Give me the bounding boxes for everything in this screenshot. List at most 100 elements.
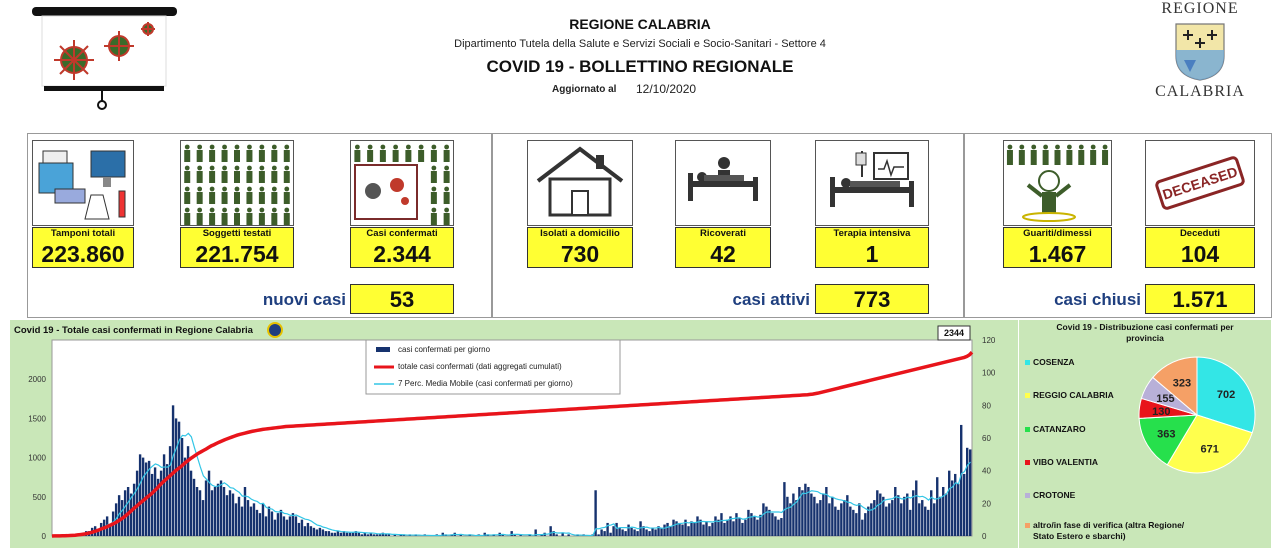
daily-bar [897,495,900,536]
lab-equipment-icon [38,150,126,220]
person-icon [367,150,374,162]
pie-data-label: 323 [1173,377,1191,389]
virus-projector-icon [32,7,177,110]
person-icon [443,213,450,225]
person-icon [430,150,437,162]
daily-bar [798,487,801,536]
person-icon [259,165,265,171]
daily-bar [177,421,181,536]
nuovi-casi-label: nuovi casi [262,290,346,309]
daily-bar [786,496,789,536]
person-icon [184,192,191,204]
daily-bar [705,521,708,536]
daily-bar [933,503,936,536]
region-title: REGIONE CALABRIA [569,16,711,32]
person-icon [444,186,450,192]
daily-bar [876,490,879,536]
daily-bar [237,496,241,536]
person-icon [184,165,190,171]
daily-bar [168,446,172,536]
daily-bar [108,526,112,536]
daily-bar [699,519,702,536]
daily-bar [930,490,933,536]
daily-bar [777,519,780,536]
legend-entry: casi confermati per giorno [398,345,491,354]
person-icon [1066,150,1073,165]
pie-slice [1138,414,1198,466]
y-tick-left: 0 [42,532,47,541]
daily-bar [369,532,373,536]
daily-bar [744,519,747,536]
daily-bar [870,503,873,536]
daily-bar [843,500,846,536]
daily-bar [291,513,295,536]
people-virus-icon [354,144,450,225]
daily-bar [813,496,816,536]
daily-bar [822,493,825,536]
person-icon [354,150,361,162]
kpi-label-deceduti: Deceduti [1145,227,1255,241]
cumulative-line [51,351,974,538]
daily-bar [333,532,337,536]
smiling-face-icon [1038,170,1060,192]
daily-bar [129,493,133,536]
pie-data-label: 155 [1156,393,1174,405]
casi-icon-box [350,140,454,226]
y-tick-right: 120 [982,336,996,345]
person-icon [234,207,240,213]
daily-bar [567,534,570,536]
y-tick-right: 0 [982,532,987,541]
daily-bar [231,493,235,536]
daily-bar [258,513,262,536]
daily-bar [873,500,876,536]
person-icon [258,150,265,162]
daily-bar [903,496,906,536]
daily-bar [696,516,699,536]
pie-chart-title: Covid 19 - Distribuzione casi confermati… [1056,322,1234,343]
daily-bar [648,531,651,536]
house-icon [536,146,624,217]
person-icon [259,144,265,150]
daily-bar [249,506,253,536]
daily-bar [213,487,217,536]
pie-data-label: 363 [1157,429,1175,441]
person-icon [1019,144,1025,150]
person-icon [196,171,203,183]
daily-bar [969,449,972,536]
daily-bar [561,532,564,536]
daily-bar [714,516,717,536]
person-icon [271,213,278,225]
annotation-label: 2344 [944,328,964,338]
daily-bar [219,480,223,536]
daily-bar [96,529,100,536]
person-icon [234,144,240,150]
daily-bar [753,516,756,536]
daily-bar [852,509,855,536]
daily-bar [348,532,352,536]
daily-bar [702,524,705,536]
daily-bar [318,527,322,536]
pie-title-line: provincia [1126,333,1164,343]
daily-bar [594,490,597,536]
daily-bar [123,490,127,536]
person-icon [1090,150,1097,165]
daily-bar [837,509,840,536]
person-body [1042,192,1056,214]
daily-bar [600,529,603,536]
daily-bar [825,487,828,536]
daily-bar [354,531,358,536]
daily-bar [372,534,376,536]
daily-bar [234,503,238,536]
daily-bar [501,534,504,536]
daily-bar [879,493,882,536]
person-icon [283,171,290,183]
daily-bar [900,503,903,536]
person-icon [1078,150,1085,165]
y-tick-left: 2000 [28,375,46,384]
daily-bar [387,534,391,536]
person-icon [259,207,265,213]
person-arm [1026,183,1044,198]
person-icon [1018,150,1025,165]
coat-of-arms-icon [1175,23,1225,81]
daily-bar [660,527,663,536]
